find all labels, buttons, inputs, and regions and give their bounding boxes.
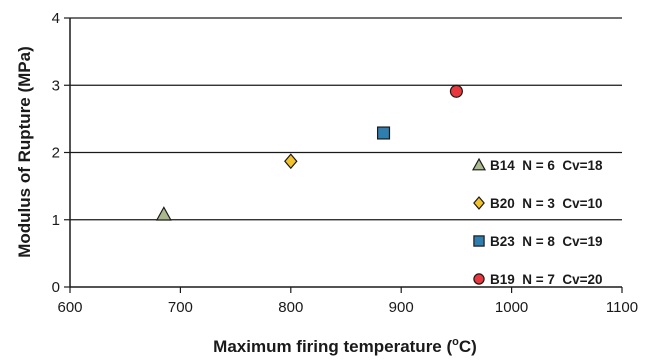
data-point-b23 xyxy=(376,126,391,140)
legend-label: B23 N = 8 Cv=19 xyxy=(490,234,603,249)
y-tick-label: 1 xyxy=(52,212,60,229)
legend-marker-b20 xyxy=(473,196,485,210)
y-tick-label: 0 xyxy=(52,279,60,296)
y-tick-labels: 0 1 2 3 4 xyxy=(52,10,70,296)
x-tick-label: 800 xyxy=(278,299,303,316)
y-tick-label: 4 xyxy=(52,10,60,27)
x-axis-title-sup: o xyxy=(452,336,459,348)
legend: B14 N = 6 Cv=18 B20 N = 3 Cv=10 B23 N = 8 … xyxy=(471,157,603,287)
y-axis-title: Modulus of Rupture (MPa) xyxy=(15,46,34,258)
legend-marker-b23 xyxy=(473,235,485,247)
x-axis-title-unit: C) xyxy=(459,337,477,356)
gridlines xyxy=(70,17,622,221)
data-point-b14 xyxy=(155,206,172,221)
x-tick-label: 600 xyxy=(57,299,82,316)
data-point-b20 xyxy=(284,153,298,170)
x-axis-title: Maximum firing temperature (oC) xyxy=(213,336,477,356)
legend-marker-b14 xyxy=(471,157,487,171)
x-axis-title-main: Maximum firing temperature ( xyxy=(213,337,452,356)
data-points xyxy=(155,84,463,221)
y-tick-label: 2 xyxy=(52,145,60,162)
x-tick-label: 700 xyxy=(168,299,193,316)
y-tick-label: 3 xyxy=(52,77,60,94)
x-tick-label: 1100 xyxy=(606,299,638,316)
legend-label: B20 N = 3 Cv=10 xyxy=(490,196,603,211)
x-tick-label: 1000 xyxy=(495,299,528,316)
legend-marker-b19 xyxy=(473,273,485,285)
x-tick-label: 900 xyxy=(389,299,414,316)
x-tick-labels: 600 700 800 900 1000 1100 xyxy=(57,287,638,316)
legend-label: B14 N = 6 Cv=18 xyxy=(490,158,603,173)
legend-label: B19 N = 7 Cv=20 xyxy=(490,272,603,287)
data-point-b19 xyxy=(449,84,463,98)
